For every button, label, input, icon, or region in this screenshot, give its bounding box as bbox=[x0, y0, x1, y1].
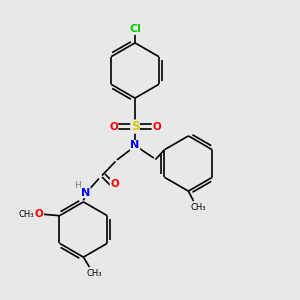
Text: CH₃: CH₃ bbox=[19, 210, 34, 219]
Text: H: H bbox=[74, 182, 80, 190]
Text: O: O bbox=[110, 178, 119, 189]
Text: N: N bbox=[130, 140, 140, 151]
Text: N: N bbox=[81, 188, 90, 198]
Text: CH₃: CH₃ bbox=[190, 202, 206, 211]
Text: O: O bbox=[35, 209, 44, 219]
Text: O: O bbox=[152, 122, 161, 132]
Text: O: O bbox=[109, 122, 118, 132]
Text: CH₃: CH₃ bbox=[86, 269, 102, 278]
Text: S: S bbox=[131, 120, 139, 133]
Text: Cl: Cl bbox=[129, 24, 141, 34]
